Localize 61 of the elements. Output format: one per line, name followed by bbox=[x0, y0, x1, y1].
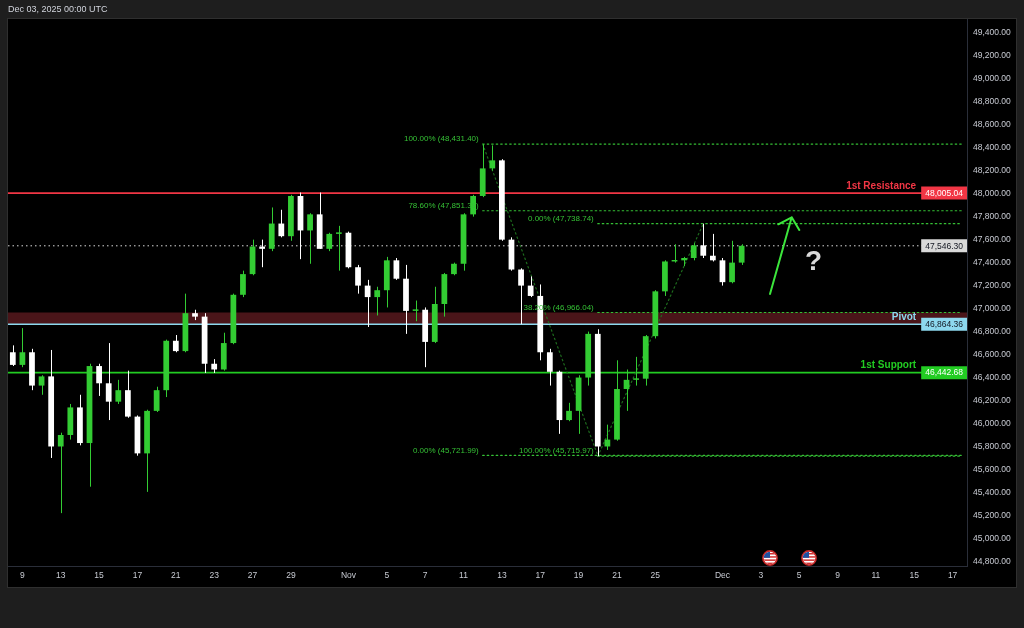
y-tick-label: 48,200.00 bbox=[973, 165, 1012, 176]
data-label: 100.00% (48,431.40) bbox=[403, 134, 480, 144]
x-tick-label: 5 bbox=[384, 570, 390, 581]
y-tick-label: 47,000.00 bbox=[973, 302, 1012, 313]
y-tick-label: 45,600.00 bbox=[973, 463, 1012, 474]
ref-line-label: Pivot bbox=[891, 310, 917, 322]
data-label: 0.00% (45,721.99) bbox=[412, 445, 480, 455]
x-tick-label: 17 bbox=[947, 570, 958, 581]
annotation: ? bbox=[805, 245, 823, 276]
y-tick-label: 46,800.00 bbox=[973, 325, 1012, 336]
text: Dec 03, 2025 00:00 UTC bbox=[8, 4, 108, 15]
x-tick-label: Dec bbox=[714, 570, 731, 581]
annotation: 48,005.04 bbox=[925, 187, 964, 198]
data-label: 100.00% (45,715.97) bbox=[519, 446, 595, 456]
x-tick-label: 11 bbox=[871, 570, 881, 581]
x-tick-label: 23 bbox=[209, 570, 220, 581]
y-tick-label: 47,600.00 bbox=[973, 233, 1012, 244]
annotation: 47,546.30 bbox=[925, 240, 964, 251]
x-tick-label: 5 bbox=[796, 570, 802, 581]
annotation: 46,442.68 bbox=[925, 367, 964, 378]
y-tick-label: 49,200.00 bbox=[973, 50, 1012, 61]
y-tick-label: 45,200.00 bbox=[973, 509, 1012, 520]
x-tick-label: 25 bbox=[650, 570, 661, 581]
y-tick-label: 48,800.00 bbox=[973, 96, 1012, 107]
y-tick-label: 45,000.00 bbox=[973, 532, 1012, 543]
x-tick-label: 21 bbox=[612, 570, 622, 581]
x-tick-label: 13 bbox=[56, 570, 66, 581]
x-tick-label: 27 bbox=[247, 570, 258, 581]
x-tick-label: Nov bbox=[340, 570, 357, 581]
ref-line-label: 1st Resistance bbox=[846, 179, 917, 191]
y-tick-label: 46,200.00 bbox=[973, 394, 1012, 405]
x-tick-label: 9 bbox=[835, 570, 841, 581]
x-tick-label: 3 bbox=[758, 570, 764, 581]
annotation: 46,864.36 bbox=[925, 319, 964, 330]
y-tick-label: 44,800.00 bbox=[973, 555, 1012, 566]
y-tick-label: 48,600.00 bbox=[973, 119, 1012, 130]
y-tick-label: 48,000.00 bbox=[973, 188, 1012, 199]
y-tick-label: 49,000.00 bbox=[973, 73, 1012, 84]
x-tick-label: 15 bbox=[909, 570, 920, 581]
y-tick-label: 48,400.00 bbox=[973, 142, 1012, 153]
data-label: 0.00% (47,738.74) bbox=[527, 213, 595, 223]
x-tick-label: 17 bbox=[535, 570, 546, 581]
x-tick-label: 21 bbox=[171, 570, 181, 581]
y-tick-label: 46,400.00 bbox=[973, 371, 1012, 382]
x-tick-label: 17 bbox=[132, 570, 143, 581]
x-tick-label: 19 bbox=[573, 570, 584, 581]
x-tick-label: 9 bbox=[20, 570, 26, 581]
y-tick-label: 46,600.00 bbox=[973, 348, 1012, 359]
x-tick-label: 13 bbox=[497, 570, 507, 581]
x-tick-label: 7 bbox=[422, 570, 428, 581]
y-tick-label: 47,400.00 bbox=[973, 256, 1012, 267]
y-tick-label: 47,800.00 bbox=[973, 211, 1012, 221]
x-tick-label: 29 bbox=[286, 570, 296, 581]
y-tick-label: 45,400.00 bbox=[973, 486, 1012, 497]
x-tick-label: 11 bbox=[459, 570, 469, 581]
y-tick-label: 47,200.00 bbox=[973, 279, 1012, 290]
x-tick-label: 15 bbox=[94, 570, 105, 581]
ref-line-label: 1st Support bbox=[860, 359, 917, 371]
y-tick-label: 46,000.00 bbox=[973, 417, 1012, 428]
y-tick-label: 45,800.00 bbox=[973, 440, 1012, 451]
y-tick-label: 49,400.00 bbox=[973, 27, 1012, 38]
